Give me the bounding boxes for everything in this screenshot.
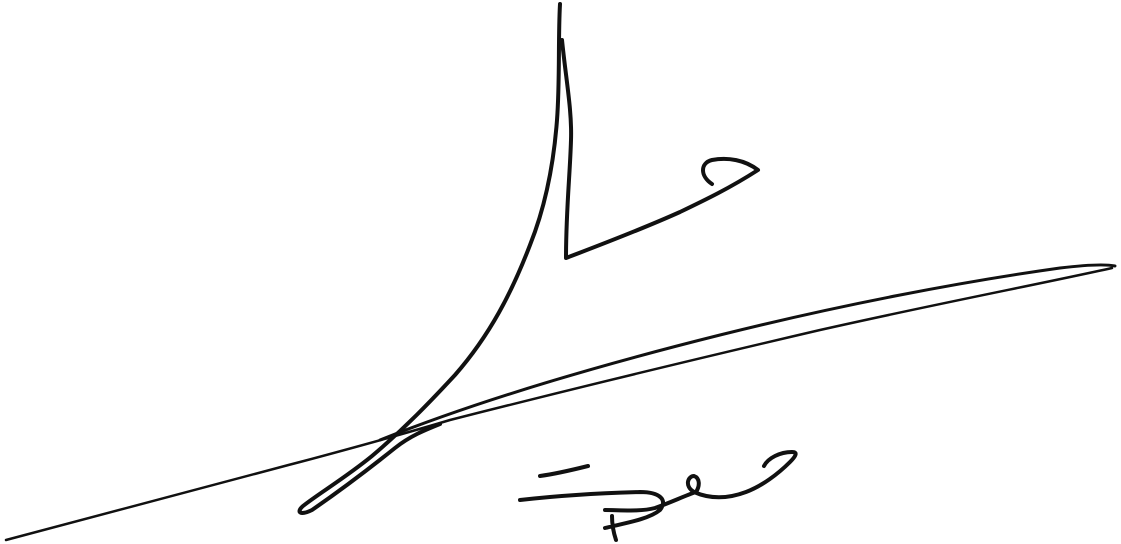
signature-long-tail <box>4 266 1114 542</box>
signature-upper-loop <box>560 38 760 260</box>
signature-initials <box>518 450 798 542</box>
signature-underline-stroke <box>378 263 1117 442</box>
handwritten-signature <box>4 2 1117 542</box>
signature-main-stroke <box>297 2 562 515</box>
